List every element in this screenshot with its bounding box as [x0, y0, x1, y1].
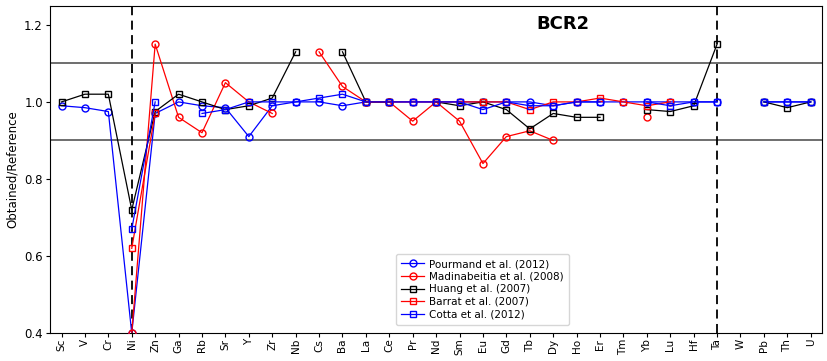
Legend: Pourmand et al. (2012), Madinabeitia et al. (2008), Huang et al. (2007), Barrat : Pourmand et al. (2012), Madinabeitia et … [395, 254, 568, 325]
Text: BCR2: BCR2 [536, 16, 589, 33]
Y-axis label: Obtained/Reference: Obtained/Reference [6, 110, 18, 228]
